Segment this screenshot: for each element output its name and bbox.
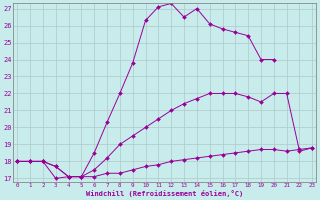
X-axis label: Windchill (Refroidissement éolien,°C): Windchill (Refroidissement éolien,°C) <box>86 190 244 197</box>
